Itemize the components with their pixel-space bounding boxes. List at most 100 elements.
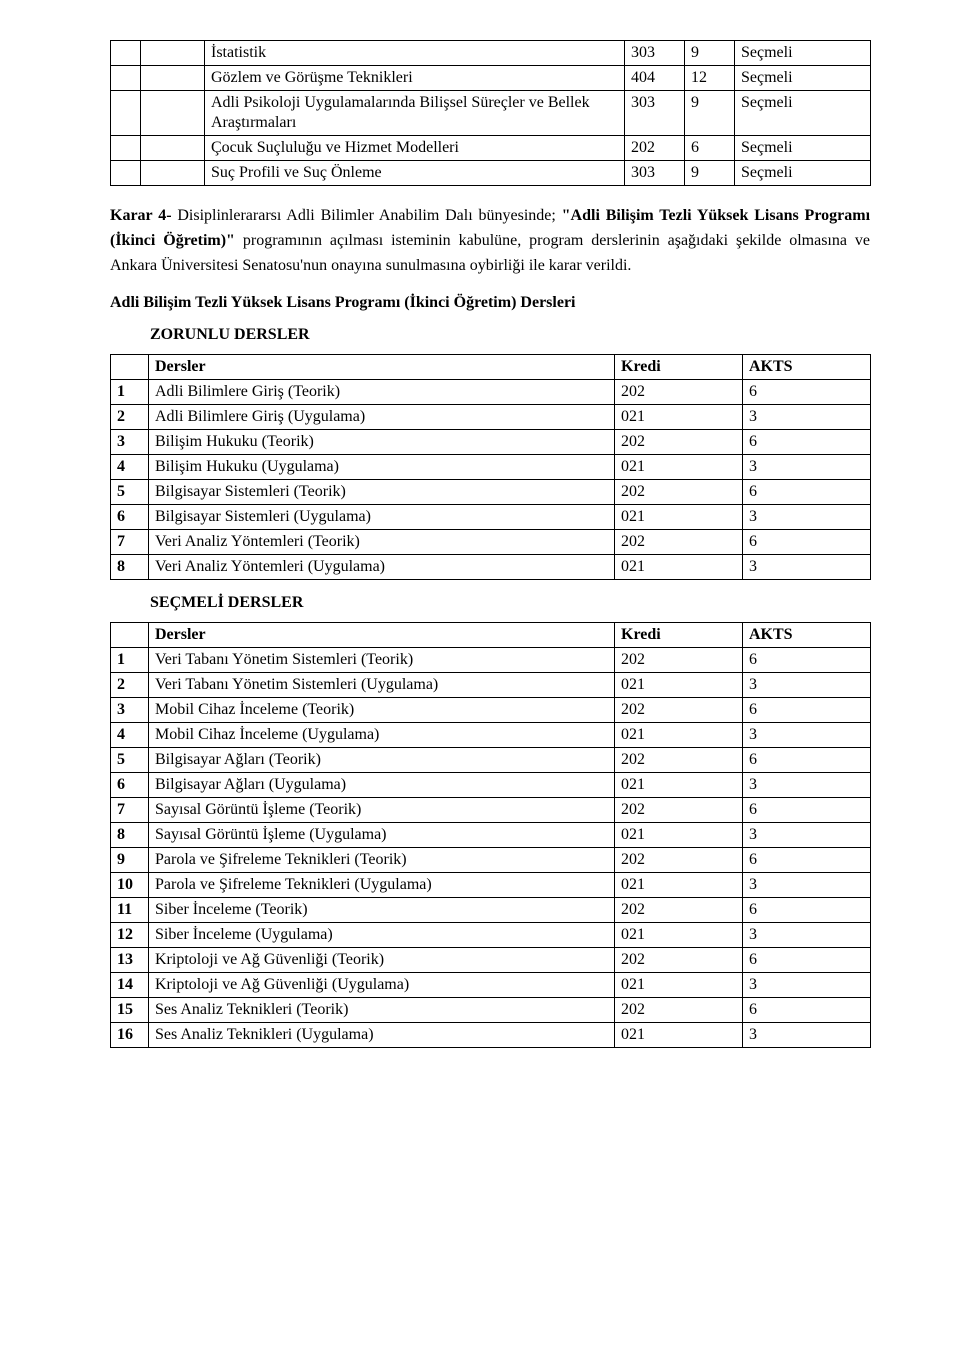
course-akts: 3 bbox=[743, 1023, 871, 1048]
course-count: 9 bbox=[685, 91, 735, 136]
course-kredi: 021 bbox=[615, 923, 743, 948]
course-type: Seçmeli bbox=[735, 41, 871, 66]
course-akts: 6 bbox=[743, 748, 871, 773]
row-index: 9 bbox=[111, 848, 149, 873]
course-name: Veri Analiz Yöntemleri (Teorik) bbox=[149, 530, 615, 555]
row-index: 2 bbox=[111, 673, 149, 698]
course-akts: 3 bbox=[743, 723, 871, 748]
karar-text-1: Disiplinlerararsı Adli Bilimler Anabilim… bbox=[172, 207, 562, 224]
course-akts: 6 bbox=[743, 848, 871, 873]
course-kredi: 021 bbox=[615, 973, 743, 998]
course-kredi: 021 bbox=[615, 723, 743, 748]
course-kredi: 202 bbox=[615, 698, 743, 723]
course-kredi: 021 bbox=[615, 1023, 743, 1048]
course-akts: 6 bbox=[743, 430, 871, 455]
table-row-blank bbox=[141, 41, 205, 66]
course-count: 6 bbox=[685, 136, 735, 161]
course-name: Adli Bilimlere Giriş (Teorik) bbox=[149, 380, 615, 405]
course-count: 9 bbox=[685, 41, 735, 66]
course-name: Veri Tabanı Yönetim Sistemleri (Uygulama… bbox=[149, 673, 615, 698]
course-kredi: 021 bbox=[615, 673, 743, 698]
course-name: Parola ve Şifreleme Teknikleri (Uygulama… bbox=[149, 873, 615, 898]
course-name: Mobil Cihaz İnceleme (Uygulama) bbox=[149, 723, 615, 748]
table-header-akts: AKTS bbox=[743, 623, 871, 648]
course-akts: 3 bbox=[743, 973, 871, 998]
course-akts: 3 bbox=[743, 505, 871, 530]
karar-number: Karar 4- bbox=[110, 207, 172, 224]
course-name: Veri Analiz Yöntemleri (Uygulama) bbox=[149, 555, 615, 580]
course-type: Seçmeli bbox=[735, 161, 871, 186]
course-kredi: 202 bbox=[615, 898, 743, 923]
course-akts: 3 bbox=[743, 405, 871, 430]
course-kredi: 202 bbox=[615, 480, 743, 505]
table-row-blank bbox=[141, 136, 205, 161]
course-kredi: 202 bbox=[615, 998, 743, 1023]
row-index: 1 bbox=[111, 648, 149, 673]
secmeli-heading: SEÇMELİ DERSLER bbox=[150, 594, 870, 612]
zorunlu-heading: ZORUNLU DERSLER bbox=[150, 326, 870, 344]
course-name: Mobil Cihaz İnceleme (Teorik) bbox=[149, 698, 615, 723]
course-name: Kriptoloji ve Ağ Güvenliği (Uygulama) bbox=[149, 973, 615, 998]
table-header-dersler: Dersler bbox=[149, 623, 615, 648]
course-kredi: 021 bbox=[615, 505, 743, 530]
course-akts: 6 bbox=[743, 698, 871, 723]
course-type: Seçmeli bbox=[735, 66, 871, 91]
course-kredi: 202 bbox=[615, 948, 743, 973]
table-header-kredi: Kredi bbox=[615, 623, 743, 648]
course-name: Adli Bilimlere Giriş (Uygulama) bbox=[149, 405, 615, 430]
course-name: Veri Tabanı Yönetim Sistemleri (Teorik) bbox=[149, 648, 615, 673]
secmeli-table: DerslerKrediAKTS 1Veri Tabanı Yönetim Sis… bbox=[110, 622, 871, 1048]
table-header-kredi: Kredi bbox=[615, 355, 743, 380]
row-index: 6 bbox=[111, 505, 149, 530]
row-index: 5 bbox=[111, 480, 149, 505]
row-index: 6 bbox=[111, 773, 149, 798]
course-code: 202 bbox=[625, 136, 685, 161]
row-index: 4 bbox=[111, 455, 149, 480]
row-index: 3 bbox=[111, 430, 149, 455]
course-count: 12 bbox=[685, 66, 735, 91]
row-index: 16 bbox=[111, 1023, 149, 1048]
course-name: Ses Analiz Teknikleri (Uygulama) bbox=[149, 1023, 615, 1048]
course-name: Bilişim Hukuku (Uygulama) bbox=[149, 455, 615, 480]
karar-paragraph: Karar 4- Disiplinlerararsı Adli Bilimler… bbox=[110, 204, 870, 278]
course-akts: 6 bbox=[743, 480, 871, 505]
course-akts: 6 bbox=[743, 530, 871, 555]
course-name: Bilgisayar Ağları (Uygulama) bbox=[149, 773, 615, 798]
course-count: 9 bbox=[685, 161, 735, 186]
course-akts: 6 bbox=[743, 898, 871, 923]
row-index: 11 bbox=[111, 898, 149, 923]
row-index: 3 bbox=[111, 698, 149, 723]
table-header-blank bbox=[111, 355, 149, 380]
top-course-table: İstatistik3039SeçmeliGözlem ve Görüşme T… bbox=[110, 40, 871, 186]
row-index: 15 bbox=[111, 998, 149, 1023]
table-row-blank bbox=[141, 91, 205, 136]
course-name: Siber İnceleme (Uygulama) bbox=[149, 923, 615, 948]
course-kredi: 202 bbox=[615, 748, 743, 773]
course-code: 404 bbox=[625, 66, 685, 91]
course-akts: 6 bbox=[743, 998, 871, 1023]
course-kredi: 202 bbox=[615, 648, 743, 673]
course-akts: 3 bbox=[743, 673, 871, 698]
course-name: Adli Psikoloji Uygulamalarında Bilişsel … bbox=[205, 91, 625, 136]
course-kredi: 202 bbox=[615, 798, 743, 823]
zorunlu-table: DerslerKrediAKTS1Adli Bilimlere Giriş (T… bbox=[110, 354, 871, 580]
table-header-akts: AKTS bbox=[743, 355, 871, 380]
course-name: Sayısal Görüntü İşleme (Teorik) bbox=[149, 798, 615, 823]
row-index: 7 bbox=[111, 530, 149, 555]
table-row-blank bbox=[111, 66, 141, 91]
course-akts: 3 bbox=[743, 773, 871, 798]
course-akts: 6 bbox=[743, 380, 871, 405]
course-name: Bilgisayar Ağları (Teorik) bbox=[149, 748, 615, 773]
course-kredi: 202 bbox=[615, 530, 743, 555]
course-akts: 3 bbox=[743, 823, 871, 848]
course-name: Kriptoloji ve Ağ Güvenliği (Teorik) bbox=[149, 948, 615, 973]
course-type: Seçmeli bbox=[735, 91, 871, 136]
course-name: Bilgisayar Sistemleri (Uygulama) bbox=[149, 505, 615, 530]
row-index: 8 bbox=[111, 555, 149, 580]
course-code: 303 bbox=[625, 41, 685, 66]
course-code: 303 bbox=[625, 161, 685, 186]
table-row-blank bbox=[111, 91, 141, 136]
course-name: Sayısal Görüntü İşleme (Uygulama) bbox=[149, 823, 615, 848]
course-type: Seçmeli bbox=[735, 136, 871, 161]
course-akts: 6 bbox=[743, 798, 871, 823]
